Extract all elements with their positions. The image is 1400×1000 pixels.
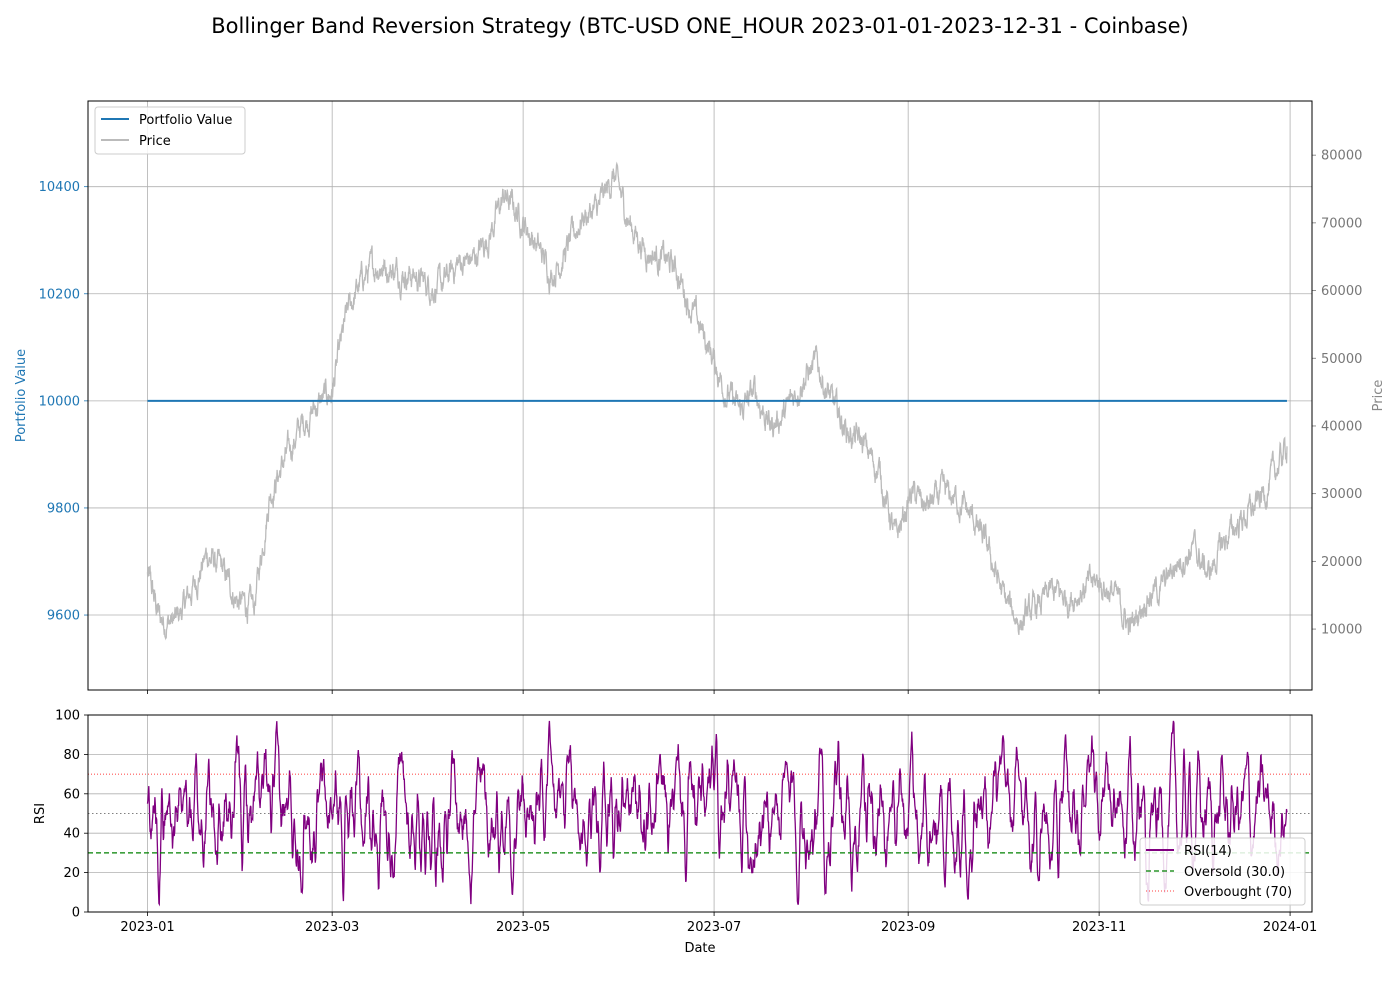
legend-label-overbought: Overbought (70) [1184, 885, 1292, 900]
right-y-tick-label: 10000 [1321, 623, 1362, 638]
legend-label-price: Price [139, 134, 171, 149]
rsi-series-line [146, 720, 1288, 907]
left-y-tick-label: 10400 [39, 180, 80, 195]
right-y-tick-label: 60000 [1321, 284, 1362, 299]
x-tick-label: 2023-05 [496, 920, 550, 935]
price-series-line [146, 161, 1288, 641]
right-y-tick-label: 70000 [1321, 216, 1362, 231]
rsi-y-tick-label: 20 [63, 866, 80, 881]
rsi-y-tick-label: 0 [72, 906, 80, 921]
x-tick-label: 2023-03 [305, 920, 359, 935]
main-panel: 9600 9800 10000 10200 10400 10000 20000 30000 40… [14, 100, 1386, 694]
rsi-y-tick-label: 60 [63, 787, 80, 802]
left-y-axis-label: Portfolio Value [14, 349, 29, 442]
right-y-tick-label: 20000 [1321, 555, 1362, 570]
right-y-tick-label: 50000 [1321, 352, 1362, 367]
legend-label-portfolio: Portfolio Value [139, 113, 232, 128]
left-y-tick-label: 9600 [47, 609, 80, 624]
main-legend: Portfolio Value Price [94, 106, 246, 155]
right-y-tick-label: 40000 [1321, 419, 1362, 434]
rsi-y-tick-label: 40 [63, 827, 80, 842]
legend-label-oversold: Oversold (30.0) [1184, 865, 1285, 880]
rsi-legend-box [1139, 837, 1306, 906]
main-legend-box [94, 106, 246, 155]
right-y-axis-label: Price [1371, 380, 1386, 412]
right-y-tick-label: 80000 [1321, 149, 1362, 164]
main-plot-area [88, 101, 1312, 690]
x-tick-label: 2023-07 [687, 920, 741, 935]
rsi-y-axis-label: RSI [33, 803, 48, 824]
right-y-tick-label: 30000 [1321, 487, 1362, 502]
legend-label-rsi: RSI(14) [1184, 844, 1232, 859]
rsi-plot-frame [87, 714, 1313, 913]
rsi-legend: RSI(14) Oversold (30.0) Overbought (70) [1139, 837, 1306, 906]
left-y-tick-label: 10200 [39, 287, 80, 302]
main-plot-frame [87, 100, 1313, 691]
chart-title: Bollinger Band Reversion Strategy (BTC-U… [211, 14, 1189, 38]
left-y-tick-label: 9800 [47, 501, 80, 516]
rsi-y-tick-label: 80 [63, 748, 80, 763]
rsi-y-tick-label: 100 [55, 709, 80, 724]
rsi-panel: 2023-01 2023-03 2023-05 2023-07 2023-09 2023-… [33, 709, 1317, 957]
x-tick-label: 2023-01 [120, 920, 174, 935]
x-tick-label: 2023-09 [881, 920, 935, 935]
x-tick-label: 2023-11 [1072, 920, 1126, 935]
x-axis-label: Date [684, 941, 715, 956]
x-tick-label: 2024-01 [1263, 920, 1317, 935]
left-y-tick-label: 10000 [39, 394, 80, 409]
